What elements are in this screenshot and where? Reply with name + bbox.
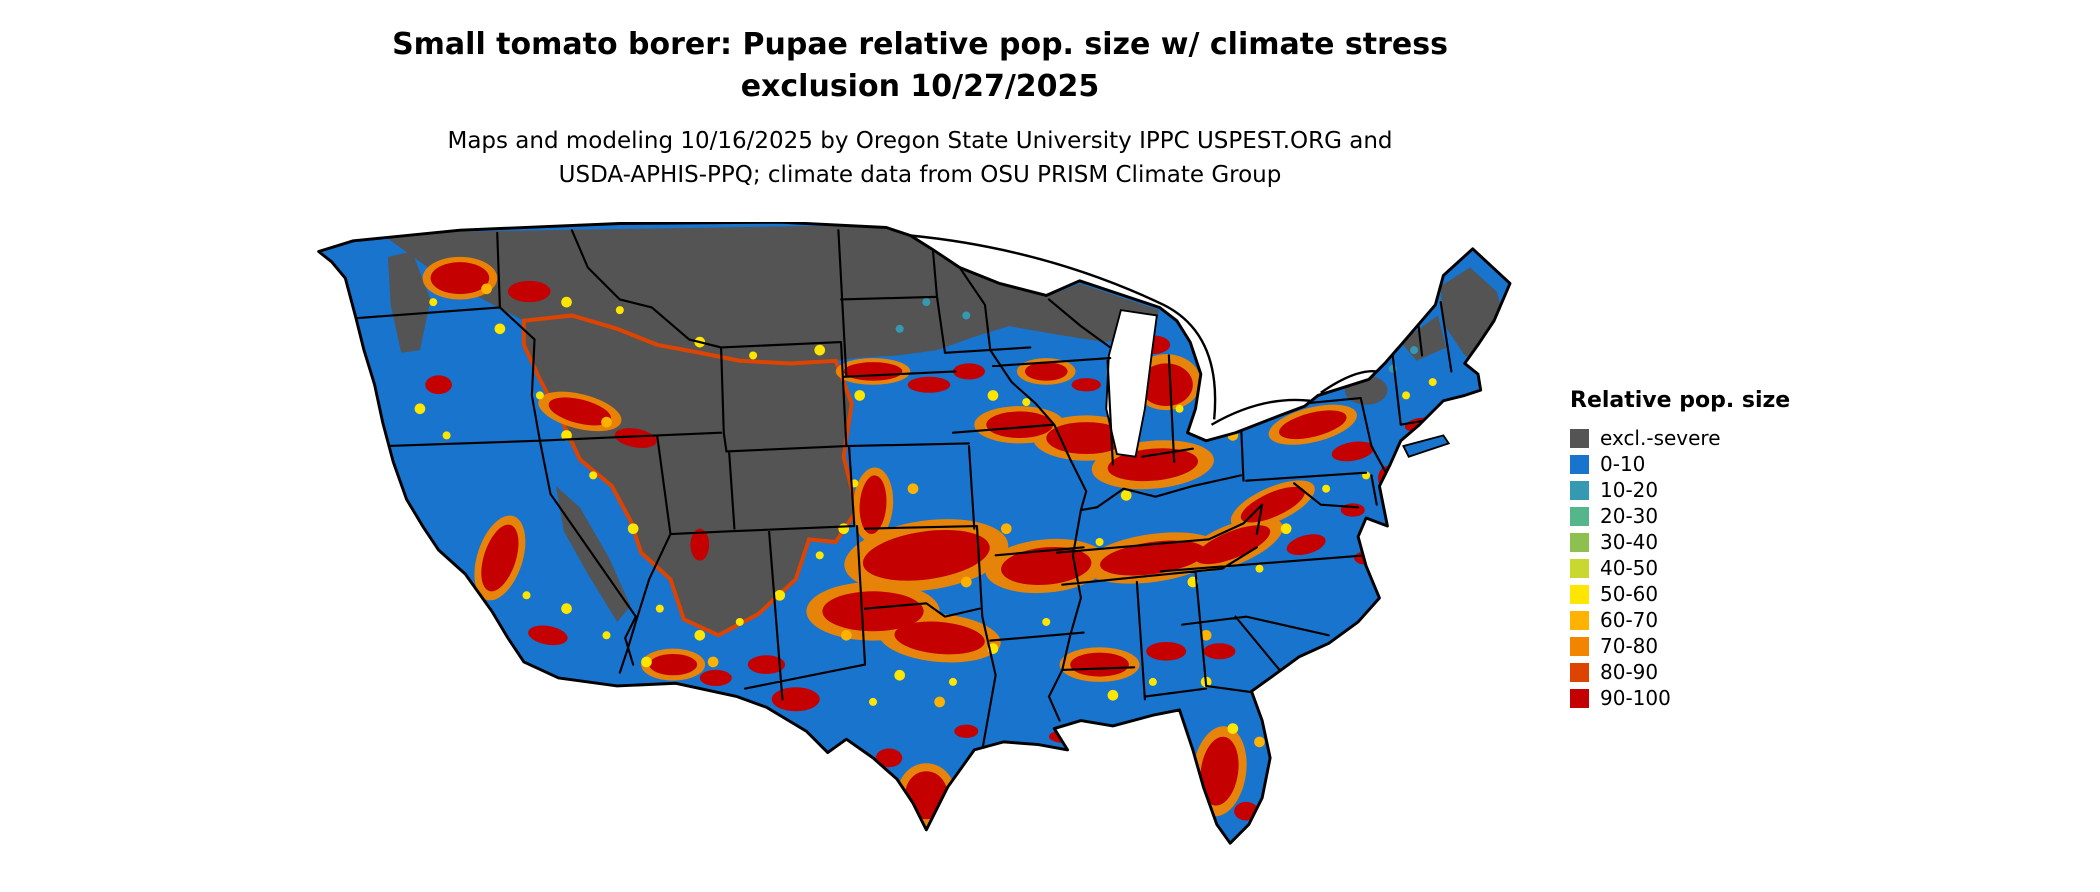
page-subtitle: Maps and modeling 10/16/2025 by Oregon S… xyxy=(0,124,1840,192)
us-map-svg xyxy=(317,220,1512,845)
national-outline xyxy=(317,220,1512,845)
legend-item-20-30: 20-30 xyxy=(1570,503,1790,529)
legend-item-90-100: 90-100 xyxy=(1570,685,1790,711)
legend-swatch-60-70 xyxy=(1570,610,1589,630)
legend-label: 20-30 xyxy=(1600,504,1659,528)
legend-swatch-10-20 xyxy=(1570,480,1589,500)
legend-swatch-30-40 xyxy=(1570,532,1589,552)
map-legend: Relative pop. size excl.-severe 0-10 10-… xyxy=(1570,388,1790,711)
legend-label: 80-90 xyxy=(1600,660,1659,684)
legend-item-70-80: 70-80 xyxy=(1570,633,1790,659)
legend-label: 70-80 xyxy=(1600,634,1659,658)
legend-swatch-70-80 xyxy=(1570,636,1589,656)
lake-border-lines xyxy=(910,234,1377,426)
legend-label: excl.-severe xyxy=(1600,426,1721,450)
us-risk-map xyxy=(300,220,1526,882)
legend-label: 0-10 xyxy=(1600,452,1646,476)
legend-label: 90-100 xyxy=(1600,686,1671,710)
legend-label: 30-40 xyxy=(1600,530,1659,554)
map-layer-mid-pop-speckle xyxy=(414,296,1437,813)
legend-item-60-70: 60-70 xyxy=(1570,607,1790,633)
map-layer-amber-speckle xyxy=(481,283,1265,748)
legend-swatch-90-100 xyxy=(1570,688,1589,708)
legend-label: 40-50 xyxy=(1600,556,1659,580)
subtitle-line-1: Maps and modeling 10/16/2025 by Oregon S… xyxy=(447,128,1393,154)
state-borders xyxy=(354,229,1453,751)
long-island xyxy=(1403,435,1449,457)
legend-swatch-20-30 xyxy=(1570,506,1589,526)
legend-swatch-40-50 xyxy=(1570,558,1589,578)
legend-swatch-80-90 xyxy=(1570,662,1589,682)
legend-swatch-50-60 xyxy=(1570,584,1589,604)
legend-item-80-90: 80-90 xyxy=(1570,659,1790,685)
title-line-2: exclusion 10/27/2025 xyxy=(740,69,1100,104)
legend-label: 10-20 xyxy=(1600,478,1659,502)
legend-item-40-50: 40-50 xyxy=(1570,555,1790,581)
legend-item-10-20: 10-20 xyxy=(1570,477,1790,503)
legend-label: 60-70 xyxy=(1600,608,1659,632)
legend-item-excl-severe: excl.-severe xyxy=(1570,425,1790,451)
legend-swatch-excl-severe xyxy=(1570,428,1589,448)
legend-item-0-10: 0-10 xyxy=(1570,451,1790,477)
legend-item-50-60: 50-60 xyxy=(1570,581,1790,607)
legend-item-30-40: 30-40 xyxy=(1570,529,1790,555)
long-island-outline xyxy=(1402,434,1451,458)
legend-label: 50-60 xyxy=(1600,582,1659,606)
title-line-1: Small tomato borer: Pupae relative pop. … xyxy=(392,27,1448,62)
legend-title: Relative pop. size xyxy=(1570,388,1791,413)
legend-swatch-0-10 xyxy=(1570,454,1589,474)
subtitle-line-2: USDA-APHIS-PPQ; climate data from OSU PR… xyxy=(558,162,1282,188)
map-layer-teal-speckle xyxy=(895,298,1419,373)
page-title: Small tomato borer: Pupae relative pop. … xyxy=(0,24,1840,108)
